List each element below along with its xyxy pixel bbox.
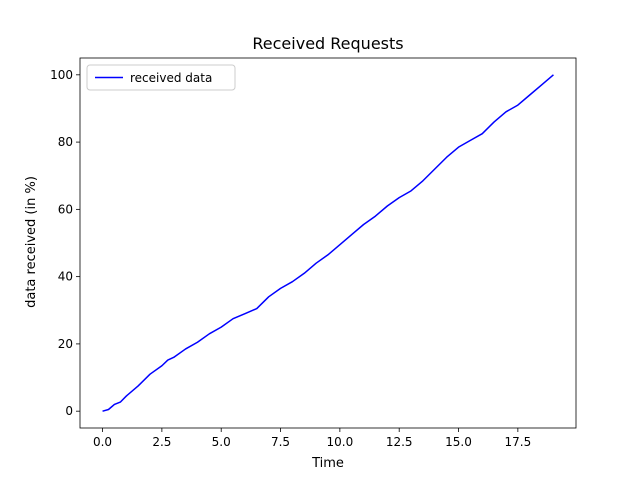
legend-box xyxy=(86,64,236,91)
x-axis-label: Time xyxy=(311,456,344,471)
y-tick-label: 20 xyxy=(58,337,73,351)
y-tick-label: 80 xyxy=(58,135,73,149)
x-tick-label: 0.0 xyxy=(93,435,112,449)
x-tick-label: 7.5 xyxy=(271,435,290,449)
x-tick-label: 5.0 xyxy=(212,435,231,449)
chart-title: Received Requests xyxy=(252,34,403,53)
x-tick-label: 2.5 xyxy=(152,435,171,449)
legend-entry-label: received data xyxy=(130,71,212,85)
x-tick-label: 15.0 xyxy=(445,435,472,449)
y-tick-label: 60 xyxy=(58,202,73,216)
plot-area: 0.0 2.5 5.0 7.5 10.0 12.5 15.0 17.5 0 20 40 60 80 100 xyxy=(50,57,577,449)
x-tick-label: 12.5 xyxy=(386,435,413,449)
series-line-0 xyxy=(102,74,554,412)
y-axis-label: data received (in %) xyxy=(24,176,39,308)
legend: received data xyxy=(86,64,236,91)
axes-frame xyxy=(79,57,577,429)
y-tick-label: 40 xyxy=(58,270,73,284)
y-tick-label: 100 xyxy=(50,68,73,82)
x-tick-label: 17.5 xyxy=(504,435,531,449)
y-tick-label: 0 xyxy=(65,404,73,418)
x-tick-label: 10.0 xyxy=(327,435,354,449)
